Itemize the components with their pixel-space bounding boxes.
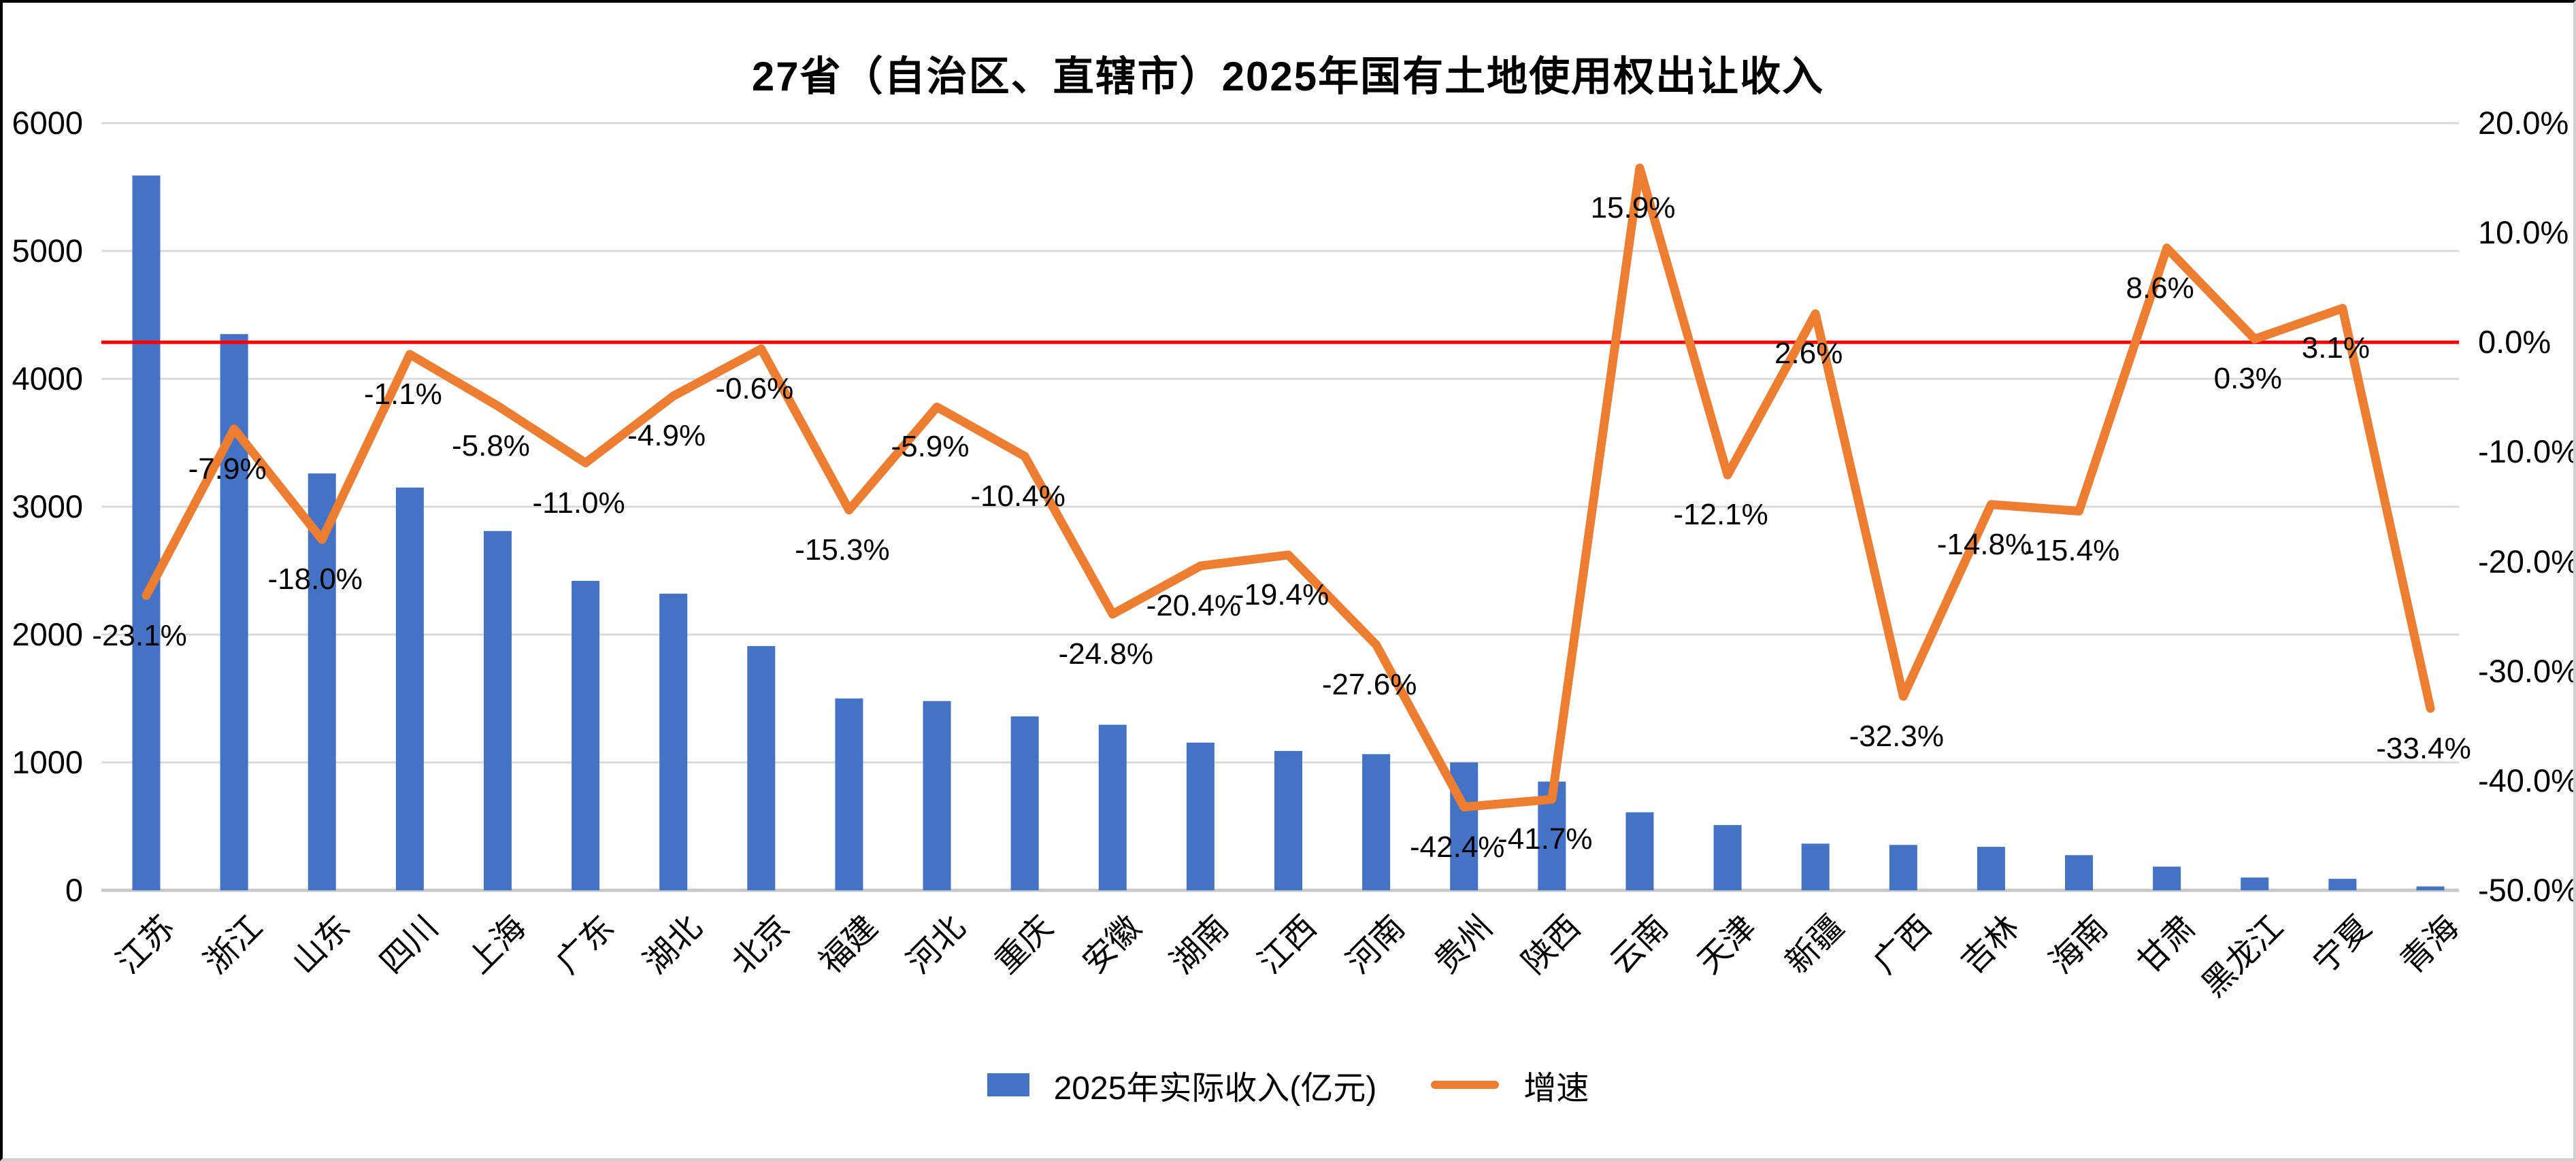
- growth-data-label: -7.9%: [188, 452, 267, 486]
- legend-line-swatch-icon: [1431, 1081, 1500, 1089]
- bar: [483, 531, 512, 890]
- right-axis-tick: 0.0%: [2478, 324, 2552, 360]
- right-axis-tick: 10.0%: [2478, 214, 2569, 251]
- bar: [2241, 877, 2269, 890]
- bar: [835, 699, 863, 890]
- growth-data-label: -41.7%: [1498, 822, 1593, 856]
- growth-data-label: -1.1%: [363, 377, 442, 411]
- growth-data-label: 0.3%: [2213, 362, 2282, 396]
- right-axis-tick: -10.0%: [2478, 433, 2576, 470]
- bar: [1625, 812, 1654, 890]
- bar: [659, 593, 688, 890]
- bar: [1801, 843, 1830, 890]
- chart-title: 27省（自治区、直辖市）2025年国有土地使用权出让收入: [751, 54, 1825, 99]
- right-axis-tick: 20.0%: [2478, 105, 2569, 141]
- growth-data-label: -5.8%: [451, 428, 530, 462]
- left-axis-tick: 4000: [12, 360, 83, 397]
- plot-area: [101, 122, 2459, 892]
- growth-line: [142, 163, 2435, 812]
- growth-data-label: -5.9%: [891, 430, 970, 464]
- growth-data-label: -19.4%: [1234, 577, 1330, 611]
- growth-data-label: 8.6%: [2126, 271, 2194, 305]
- legend-bar-swatch-icon: [987, 1073, 1029, 1096]
- growth-data-label: -10.4%: [970, 479, 1066, 513]
- growth-data-label: 3.1%: [2301, 331, 2371, 365]
- growth-data-label: -20.4%: [1146, 589, 1242, 623]
- growth-data-label: -27.6%: [1321, 668, 1417, 702]
- bar: [1889, 845, 1917, 890]
- growth-data-label: -33.4%: [2376, 731, 2471, 765]
- bar: [923, 701, 951, 890]
- growth-data-label: -32.3%: [1849, 719, 1945, 753]
- growth-data-label: -24.8%: [1058, 637, 1153, 671]
- growth-data-label: -18.0%: [267, 562, 363, 596]
- growth-data-label: -4.9%: [627, 419, 706, 453]
- growth-data-label: -11.0%: [532, 486, 625, 520]
- bar: [1098, 724, 1127, 890]
- bar: [132, 175, 161, 890]
- bar: [1977, 847, 2005, 890]
- growth-data-label: 15.9%: [1590, 191, 1676, 225]
- bar: [1274, 751, 1302, 890]
- growth-data-label: -14.8%: [1936, 527, 2032, 561]
- bar: [395, 487, 424, 890]
- left-axis-tick: 5000: [12, 233, 83, 269]
- growth-data-label: -42.4%: [1410, 830, 1505, 864]
- left-axis-tick: 6000: [12, 105, 83, 141]
- bar: [2328, 879, 2357, 890]
- growth-data-label: -12.1%: [1673, 498, 1768, 532]
- bar: [1010, 716, 1039, 890]
- bar: [2416, 886, 2445, 890]
- legend: 2025年实际收入(亿元) 增速: [3, 1061, 2573, 1109]
- left-axis-tick: 3000: [12, 488, 83, 524]
- legend-line-label: 增速: [1523, 1071, 1589, 1107]
- growth-data-label: -15.3%: [795, 533, 890, 567]
- bar: [2065, 855, 2094, 890]
- bar: [572, 581, 600, 890]
- growth-data-label: 2.6%: [1774, 337, 1843, 371]
- bar: [2153, 866, 2181, 890]
- right-axis-tick: -30.0%: [2478, 652, 2576, 689]
- right-axis-tick: -20.0%: [2478, 543, 2576, 579]
- bar: [1186, 742, 1215, 890]
- growth-data-label: -23.1%: [92, 618, 187, 652]
- left-axis-tick: 1000: [12, 744, 83, 780]
- right-axis-tick: -40.0%: [2478, 762, 2576, 798]
- right-axis-tick: -50.0%: [2478, 872, 2576, 908]
- growth-data-label: -0.6%: [715, 371, 794, 405]
- left-axis-tick: 2000: [12, 616, 83, 652]
- legend-bar-label: 2025年实际收入(亿元): [1053, 1071, 1377, 1107]
- bar: [1713, 825, 1742, 890]
- bar: [747, 645, 776, 890]
- bar: [1362, 754, 1391, 890]
- growth-data-label: -15.4%: [2024, 534, 2120, 568]
- left-axis-tick: 0: [65, 872, 83, 908]
- bar: [220, 334, 248, 890]
